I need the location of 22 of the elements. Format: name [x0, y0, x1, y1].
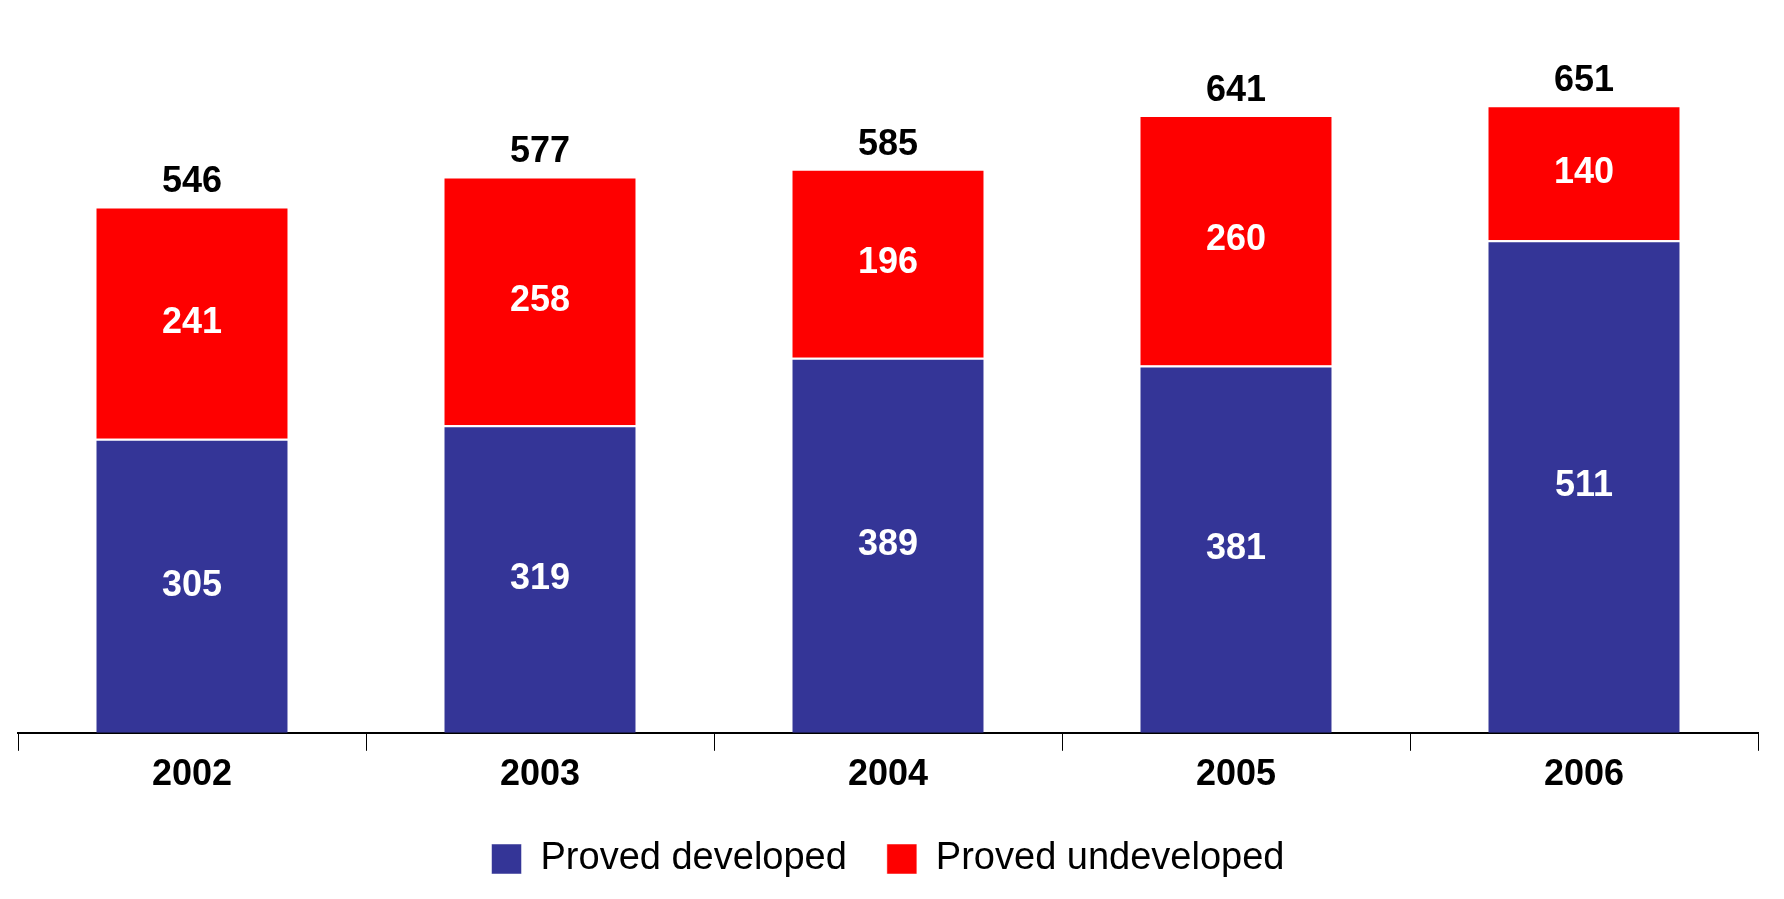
- legend-label: Proved undeveloped: [935, 835, 1285, 878]
- data-label: 305: [161, 562, 223, 604]
- data-label: 511: [1554, 463, 1614, 505]
- x-tick-label: 2002: [151, 752, 233, 794]
- total-label: 546: [161, 159, 223, 201]
- x-tick-label: 2003: [499, 752, 581, 794]
- data-label: 258: [509, 277, 571, 319]
- total-label: 641: [1205, 67, 1267, 109]
- legend-label: Proved developed: [540, 835, 847, 878]
- x-tick-label: 2005: [1195, 752, 1277, 794]
- x-tick-label: 2004: [847, 752, 929, 794]
- data-label: 381: [1205, 526, 1267, 568]
- data-label: 389: [857, 522, 919, 564]
- total-label: 651: [1553, 58, 1615, 100]
- data-label: 241: [161, 299, 223, 341]
- x-tick-label: 2006: [1543, 752, 1625, 794]
- total-label: 577: [509, 129, 571, 171]
- data-label: 140: [1553, 149, 1615, 191]
- data-label: 260: [1205, 217, 1267, 259]
- total-label: 585: [857, 121, 919, 163]
- data-label: 319: [509, 555, 571, 597]
- data-label: 196: [857, 240, 919, 282]
